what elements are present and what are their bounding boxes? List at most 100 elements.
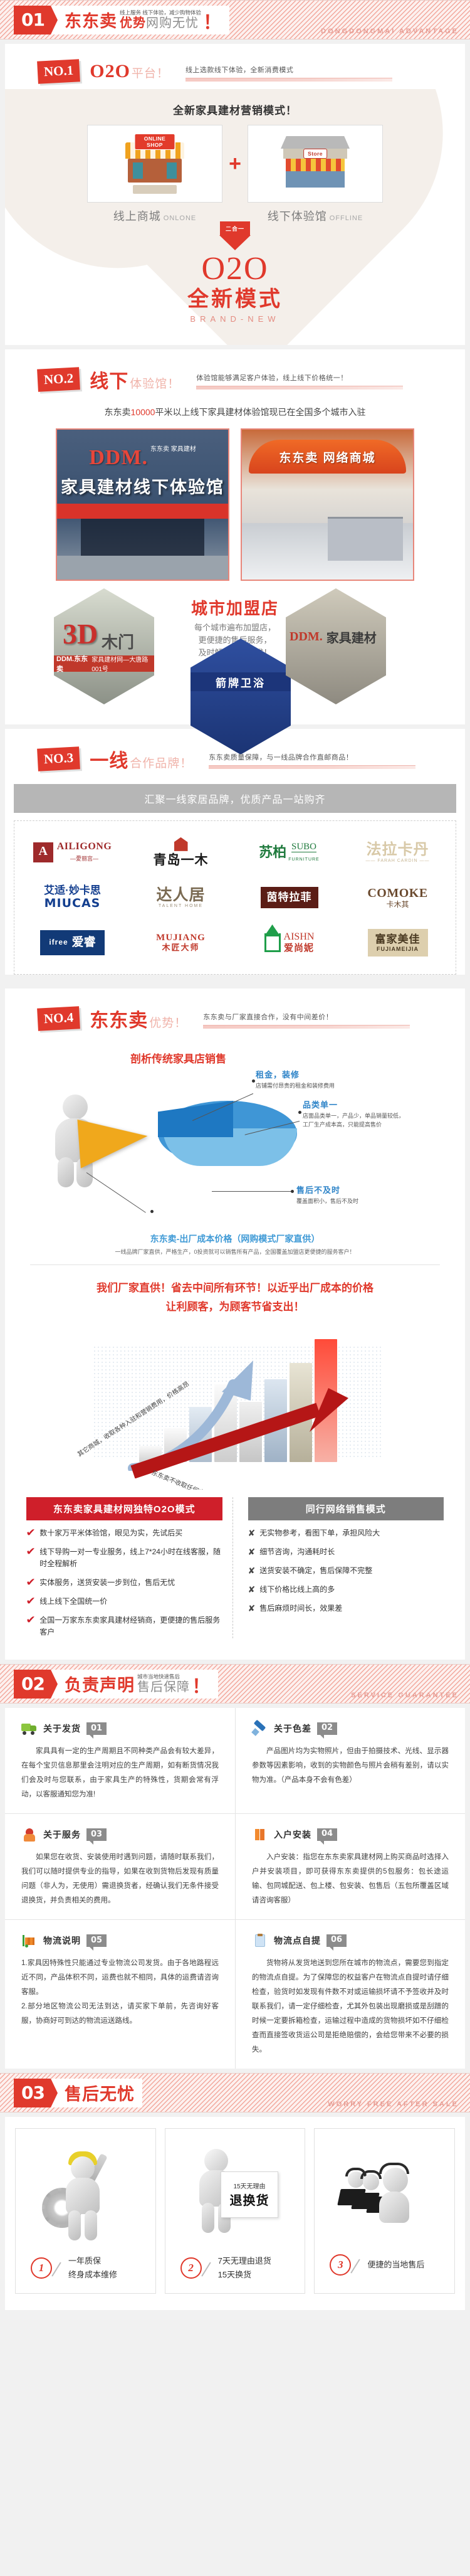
brand-logo-miucas[interactable]: 艾适·妙卡思 MIUCAS <box>18 875 127 920</box>
no2-title: 线下 体验馆！ <box>90 366 180 393</box>
hex-photo-arrow-bath: 箭牌卫浴 <box>191 639 291 755</box>
return-sign-big: 退换货 <box>229 2194 269 2208</box>
offline-store-sign: Store <box>303 149 327 159</box>
after-sale-text-0: 一年质保 终身成本维修 <box>68 2254 117 2282</box>
comparison-left-header: 东东卖家具建材网独特O2O模式 <box>26 1497 222 1520</box>
brand-logo-subo[interactable]: 苏柏 SUBO FURNITURE <box>235 830 343 875</box>
offline-label: 线下体验馆 OFFLINE <box>248 208 383 224</box>
no1-badge: NO.1 <box>37 59 81 84</box>
service-number-5: 06 <box>326 1934 347 1951</box>
traditional-store-pie-chart: 租金，装修 店铺需付昂贵的租金和装修费用 品类单一 店面品类单一，产品少，单品销… <box>5 1066 465 1229</box>
brand-logo-ifree[interactable]: ifree 爱睿 <box>18 920 127 965</box>
comparison-left-item: ✔ 线上线下全国统一价 <box>26 1596 222 1608</box>
city-franchise-title: 城市加盟店 <box>191 599 279 618</box>
product-detail-page: 01 东东卖 线上服务 线下体验，减少购物体验 优势网购无忧 ！ DONGDON… <box>0 0 470 2324</box>
pie-annotation-rent: 租金，装修 店铺需付昂贵的租金和装修费用 <box>256 1068 335 1090</box>
banner-subtitle-group: 城市当地快速售后 售后保障 <box>137 1671 190 1697</box>
no1-heading: NO.1 O2O 平台！ 线上选款线下体验，全新消费模式 <box>5 44 465 89</box>
section-banner-02: 02 负责声明 城市当地快速售后 售后保障 ！ SERVICE GUARANTE… <box>0 1664 470 1704</box>
banner-title-cn: 东东卖 <box>64 12 117 31</box>
banner-subtitle-large: 优势网购无忧 <box>120 16 201 30</box>
pie-slice-yellow <box>77 1115 150 1169</box>
brand-logo-aishn[interactable]: AISHN 爱尚妮 <box>235 920 343 965</box>
o2o-labels: 线上商城 ONLONE 线下体验馆 OFFLINE <box>5 208 465 224</box>
service-number-1: 02 <box>317 1722 338 1739</box>
no4-red-line-1: 我们厂家直供！省去中间所有环节！以近乎出厂成本的价格 <box>97 1282 373 1294</box>
brand-en-2: SUBO <box>291 841 317 852</box>
brand-logo-talenthome[interactable]: 达人居 TALENT HOME <box>127 875 235 920</box>
cross-icon: ✘ <box>248 1584 256 1594</box>
brand-logo-qingdaoyimu[interactable]: 青岛一木 <box>127 830 235 875</box>
brand-logo-grid: AILIGONG —愛丽宫— 青岛一木 苏柏 SUBO FURNITURE <box>14 820 456 975</box>
brand-cn-8: 爱睿 <box>71 936 96 950</box>
no3-title-sub: 合作品牌！ <box>130 757 193 770</box>
brand-cn-9: 木匠大师 <box>162 943 200 953</box>
no3-title: 一线 合作品牌！ <box>90 745 192 773</box>
store-awning-shape <box>286 159 345 171</box>
banner-subtitle-gray: 网购无忧 <box>145 16 199 30</box>
check-icon: ✔ <box>26 1545 36 1557</box>
brand-name-0: AILIGONG <box>56 840 112 852</box>
no3-title-main: 一线 <box>90 751 129 771</box>
store-roof-shape <box>281 136 350 149</box>
check-icon: ✔ <box>26 1527 36 1539</box>
truck-icon <box>21 1722 38 1736</box>
hex1-band-right: 家具建材网—大唐路001号 <box>91 657 149 673</box>
comparison-right-column: 同行网络销售模式 ✘ 无实物参考，看图下单，承担风险大 ✘ 细节咨询，沟通耗时长 ✘… <box>233 1497 444 1638</box>
comparison-left-text-0: 数十家万平米体验馆，眼见为实，先试后买 <box>39 1529 183 1537</box>
brand-logo-fujiameijia[interactable]: 富家美佳 FUJIAMEIJIA <box>343 920 452 965</box>
offline-label-cn: 线下体验馆 <box>267 210 327 223</box>
brand-logo-mujiang[interactable]: MUJIANG 木匠大师 <box>127 920 235 965</box>
o2o-brandnew-text: BRAND-NEW <box>190 314 280 324</box>
brand-logo-comoke[interactable]: COMOKE 卡木其 <box>343 875 452 920</box>
brand-name-4: 艾适·妙卡思 <box>44 884 101 897</box>
merge-arrow-text: 二合一 <box>225 225 244 232</box>
banner-number: 02 <box>14 1669 58 1699</box>
no1-title-main: O2O <box>90 61 130 82</box>
banner-english: WORRY FREE AFTER SALE <box>328 2101 459 2108</box>
brand-cn-10: 爱尚妮 <box>283 943 314 953</box>
banner-number: 03 <box>14 2078 58 2107</box>
hex1-cn-text: 木门 <box>102 633 135 652</box>
comparison-right-item: ✘ 细节咨询，沟通耗时长 <box>248 1546 444 1558</box>
comparison-right-item: ✘ 无实物参考，看图下单，承担风险大 <box>248 1527 444 1539</box>
no4-red-callout: 我们厂家直供！省去中间所有环节！以近乎出厂成本的价格 让利顾客，为顾客节省支出！ <box>5 1265 465 1323</box>
cross-icon: ✘ <box>248 1547 256 1557</box>
card-no4-advantage: NO.4 东东卖 优势！ 东东卖与厂家直接合作，没有中间差价！ 剖析传统家具店销… <box>5 989 465 1660</box>
photo2-arch: 东东卖 网络商城 <box>248 440 407 474</box>
no4-desc: 东东卖与厂家直接合作，没有中间差价！ <box>203 1012 410 1029</box>
check-icon: ✔ <box>26 1595 36 1607</box>
headset-icon <box>360 2170 382 2179</box>
no3-desc-rule <box>209 765 416 769</box>
pie-annotation-body-0: 店铺需付昂贵的租金和装修费用 <box>256 1083 335 1089</box>
banner-plate: 01 东东卖 线上服务 线下体验，减少购物体验 优势网购无忧 ！ <box>14 5 229 34</box>
service-number-4: 05 <box>86 1934 107 1951</box>
price-comparison-bar-chart: 其它商城，收取各种入驻和营销费用，价格高昂 东东卖不收取任何中间价，给顾客最底的… <box>5 1327 465 1490</box>
after-sale-card-support: 3 便捷的当地售后 <box>314 2128 456 2294</box>
service-item-pickup: 物流点自提 06 货物将从发货地送到您所在城市的物流点，需要您到指定的物流点自提… <box>235 1919 465 2069</box>
o2o-headline: 全新家具建材营销模式！ <box>173 105 297 117</box>
no1-desc-rule <box>185 77 392 82</box>
hex-photo-3dmenu: 3D 木门 DDM.东东卖 家具建材网—大唐路001号 <box>54 588 154 704</box>
brand-bar: 汇聚一线家居品牌，优质产品一站购齐 <box>14 784 456 813</box>
banner-subtitle-group: 线上服务 线下体验，减少购物体验 优势网购无忧 <box>120 7 201 33</box>
city-line-1: 每个城市遍布加盟店， <box>194 623 276 632</box>
comparison-right-text-0: 无实物参考，看图下单，承担风险大 <box>259 1529 380 1537</box>
no4-subtitle: 剖析传统家具店销售 <box>130 1053 226 1065</box>
service-number-0: 01 <box>86 1722 107 1739</box>
photo1-brand: DDM. <box>89 446 148 469</box>
brand-logo-ailigong[interactable]: AILIGONG —愛丽宫— <box>18 830 127 875</box>
comparison-left-column: 东东卖家具建材网独特O2O模式 ✔ 数十家万平米体验馆，眼见为实，先试后买 ✔ 线下… <box>26 1497 233 1638</box>
qingdao-mark-icon <box>174 837 188 851</box>
service-item-logistics: 物流说明 05 1.家具因特殊性只能通过专业物流公司发货。由于各地路程远近不同，… <box>5 1919 235 2069</box>
clipboard-icon <box>252 1934 268 1948</box>
brand-logo-farahcardin[interactable]: 法拉卡丹 —— FARAH CARDIN —— <box>343 830 452 875</box>
no2-desc: 体验馆能够满足客户体验，线上线下价格统一！ <box>196 373 404 390</box>
banner-subtitle-small: 线上服务 线下体验，减少购物体验 <box>119 9 201 16</box>
offline-store-icon: Store <box>274 132 356 195</box>
banner-title-cn: 售后无忧 <box>64 2085 135 2104</box>
comparison-left-text-3: 线上线下全国统一价 <box>39 1597 108 1606</box>
ddm-cost-line: 东东卖-出厂成本价格（网购模式厂家直供） 一线品牌厂家直供，严格生产，0投资就可… <box>5 1232 465 1256</box>
brand-logo-intelafite[interactable]: 茵特拉菲 <box>235 875 343 920</box>
no4-title-main: 东东卖 <box>90 1010 149 1031</box>
